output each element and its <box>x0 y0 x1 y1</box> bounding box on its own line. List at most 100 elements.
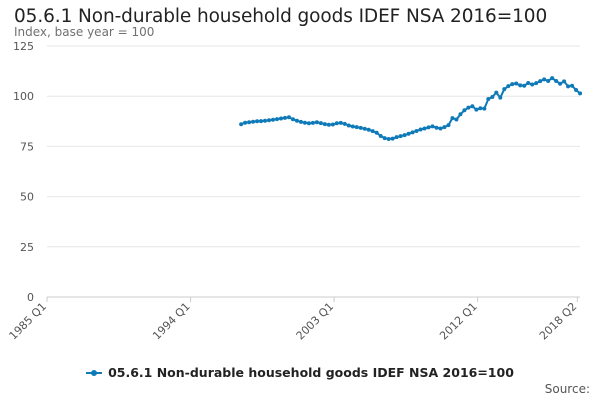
data-point[interactable] <box>478 106 483 111</box>
data-point[interactable] <box>243 120 248 125</box>
data-point[interactable] <box>418 127 423 132</box>
data-point[interactable] <box>466 105 471 110</box>
data-point[interactable] <box>430 124 435 129</box>
data-point[interactable] <box>574 87 579 92</box>
x-tick-label: 1985 Q1 <box>7 300 50 343</box>
data-point[interactable] <box>578 91 583 96</box>
chart-legend[interactable]: 05.6.1 Non-durable household goods IDEF … <box>0 365 600 381</box>
y-tick-label: 0 <box>27 291 34 304</box>
series-line <box>240 77 581 140</box>
data-point[interactable] <box>354 125 359 130</box>
data-point[interactable] <box>470 104 475 109</box>
data-point[interactable] <box>506 84 511 89</box>
x-tick-label: 1994 Q1 <box>150 300 193 343</box>
y-tick-label: 100 <box>13 90 34 103</box>
data-point[interactable] <box>530 82 535 87</box>
data-point[interactable] <box>406 131 411 136</box>
data-point[interactable] <box>374 130 379 135</box>
data-point[interactable] <box>263 118 268 123</box>
data-point[interactable] <box>422 126 427 131</box>
data-point[interactable] <box>558 81 563 86</box>
data-point[interactable] <box>434 125 439 130</box>
data-point[interactable] <box>314 120 319 125</box>
data-point[interactable] <box>438 126 443 131</box>
data-point[interactable] <box>538 79 543 84</box>
y-tick-label: 50 <box>20 191 34 204</box>
data-point[interactable] <box>247 120 252 125</box>
data-point[interactable] <box>370 129 375 134</box>
data-point[interactable] <box>542 77 547 82</box>
x-tick-label: 2012 Q1 <box>437 300 480 343</box>
data-point[interactable] <box>302 120 307 125</box>
y-tick-label: 125 <box>13 40 34 53</box>
data-point[interactable] <box>534 81 539 86</box>
data-point[interactable] <box>458 112 463 117</box>
y-tick-label: 75 <box>20 140 34 153</box>
data-point[interactable] <box>570 83 575 88</box>
data-point[interactable] <box>259 119 264 124</box>
data-point[interactable] <box>362 126 367 131</box>
data-point[interactable] <box>454 117 459 122</box>
data-point[interactable] <box>298 119 303 124</box>
data-point[interactable] <box>394 135 399 140</box>
data-point[interactable] <box>502 87 507 92</box>
data-point[interactable] <box>278 116 283 121</box>
data-point[interactable] <box>306 121 311 126</box>
data-point[interactable] <box>426 125 431 130</box>
data-point[interactable] <box>486 97 491 102</box>
data-point[interactable] <box>350 124 355 129</box>
data-point[interactable] <box>526 80 531 85</box>
data-point[interactable] <box>366 127 371 132</box>
data-point[interactable] <box>510 82 515 87</box>
data-point[interactable] <box>346 123 351 128</box>
data-point[interactable] <box>382 136 387 141</box>
data-point[interactable] <box>378 133 383 138</box>
y-tick-label: 25 <box>20 241 34 254</box>
data-point[interactable] <box>358 125 363 130</box>
data-point[interactable] <box>286 115 291 120</box>
data-point[interactable] <box>310 120 315 125</box>
data-point[interactable] <box>402 133 407 138</box>
data-point[interactable] <box>446 123 451 128</box>
data-point[interactable] <box>398 134 403 139</box>
data-point[interactable] <box>490 95 495 99</box>
data-point[interactable] <box>282 115 287 120</box>
data-point[interactable] <box>334 121 339 126</box>
data-point[interactable] <box>290 117 295 122</box>
data-point[interactable] <box>386 136 391 141</box>
data-point[interactable] <box>390 136 395 141</box>
data-point[interactable] <box>294 118 299 123</box>
data-point[interactable] <box>251 119 256 124</box>
data-point[interactable] <box>239 122 244 127</box>
data-point[interactable] <box>514 81 519 86</box>
data-point[interactable] <box>566 84 571 89</box>
data-point[interactable] <box>550 76 555 81</box>
data-point[interactable] <box>271 117 276 122</box>
data-point[interactable] <box>546 78 551 83</box>
data-point[interactable] <box>462 108 467 113</box>
data-point[interactable] <box>494 90 499 95</box>
data-point[interactable] <box>410 130 415 135</box>
data-point[interactable] <box>474 107 479 112</box>
data-point[interactable] <box>267 118 272 123</box>
data-point[interactable] <box>255 119 260 124</box>
data-point[interactable] <box>562 79 567 84</box>
data-point[interactable] <box>518 83 523 88</box>
data-point[interactable] <box>322 122 327 127</box>
data-point[interactable] <box>275 117 279 122</box>
data-point[interactable] <box>554 78 559 83</box>
data-point[interactable] <box>482 106 487 111</box>
data-point[interactable] <box>326 122 331 127</box>
data-point[interactable] <box>342 121 347 126</box>
data-point[interactable] <box>522 83 527 88</box>
data-point[interactable] <box>442 125 447 130</box>
legend-line-marker-icon <box>86 368 103 378</box>
data-point[interactable] <box>330 122 335 127</box>
data-point[interactable] <box>318 121 323 126</box>
data-point[interactable] <box>450 116 455 121</box>
source-label: Source: <box>544 382 590 396</box>
data-point[interactable] <box>414 128 419 133</box>
data-point[interactable] <box>338 120 343 125</box>
legend-item[interactable]: 05.6.1 Non-durable household goods IDEF … <box>86 365 514 380</box>
data-point[interactable] <box>498 95 503 100</box>
